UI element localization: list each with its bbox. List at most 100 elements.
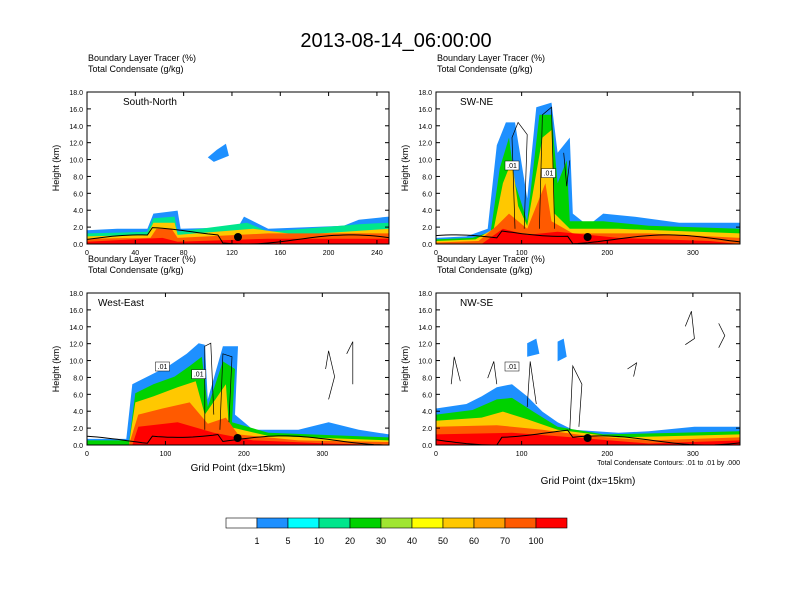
condensate-contour [487,361,498,385]
colorbar-label: 100 [528,536,543,546]
contour-label-box [155,361,170,372]
colorbar-swatch [225,517,258,529]
y-tick-label: 2.0 [422,426,432,433]
contour-note: Total Condensate Contours: .01 to .01 by… [597,460,740,467]
panel-nw-se: Boundary Layer Tracer (%)Total Condensat… [400,254,741,487]
x-tick-label: 100 [160,451,172,458]
y-tick-label: 8.0 [422,174,432,181]
condensate-contour [627,362,638,377]
y-tick-label: 0.0 [422,443,432,450]
condensate-contour [718,323,726,348]
y-tick-label: 8.0 [73,375,83,382]
x-tick-label: 80 [180,250,188,257]
panel-header-line: Total Condensate (g/kg) [437,64,533,74]
condensate-contour [539,106,555,229]
contour-label: .01 [507,163,517,170]
y-tick-label: 2.0 [73,225,83,232]
condensate-contour [346,341,354,385]
y-tick-label: 2.0 [422,225,432,232]
contour-label-box [504,160,520,171]
tracer-region [132,422,389,445]
y-tick-label: 4.0 [422,208,432,215]
y-tick-label: 14.0 [69,124,83,131]
tracer-field: .01 .01 [87,341,389,445]
condensate-contour [526,361,537,408]
panel-header-line: Boundary Layer Tracer (%) [88,53,196,63]
contour-label-box [191,369,206,379]
x-tick-label: 0 [85,451,89,458]
y-tick-label: 10.0 [418,359,432,366]
tracer-region [481,228,740,244]
figure-title: 2013-08-14_06:00:00 [300,30,492,52]
x-tick-label: 100 [516,451,528,458]
colorbar-label: 50 [438,536,448,546]
tracer-region [527,338,540,357]
y-tick-label: 10.0 [69,359,83,366]
terrain-line [436,230,740,244]
x-tick-label: 300 [687,250,699,257]
tracer-field: .01 [436,311,740,445]
tracer-region [557,338,567,362]
plot-frame [86,292,390,446]
colorbar-swatch [504,517,537,529]
y-tick-label: 12.0 [418,141,432,148]
y-tick-label: 8.0 [422,375,432,382]
y-tick-label: 12.0 [69,141,83,148]
x-tick-label: 0 [85,250,89,257]
x-tick-label: 240 [371,250,383,257]
y-tick-label: 18.0 [69,291,83,298]
contour-label-box [504,361,520,372]
x-tick-label: 300 [316,451,328,458]
colorbar-swatch [473,517,506,529]
panel-name: SW-NE [460,97,493,108]
condensate-contour [563,152,571,187]
x-tick-label: 200 [601,250,613,257]
panel-header-line: Total Condensate (g/kg) [88,64,184,74]
y-axis-label: Height (km) [51,346,61,393]
x-tick-label: 300 [687,451,699,458]
condensate-contour [450,356,461,385]
x-tick-label: 160 [274,250,286,257]
panel-name: West-East [98,298,144,309]
colorbar-label: 40 [407,536,417,546]
tracer-field [87,143,389,244]
y-axis-label: Height (km) [400,346,410,393]
panel-name: South-North [123,97,177,108]
y-tick-label: 0.0 [73,242,83,249]
x-tick-label: 0 [434,250,438,257]
y-tick-label: 12.0 [69,342,83,349]
contour-label: .01 [507,364,517,371]
colorbar-swatch [318,517,351,529]
x-tick-label: 200 [238,451,250,458]
location-marker [233,434,242,442]
colorbar-swatch [442,517,475,529]
colorbar-label: 30 [376,536,386,546]
location-marker [583,434,592,442]
contour-label: .01 [158,364,168,371]
colorbar-swatch [256,517,289,529]
colorbar-label: 10 [314,536,324,546]
condensate-contour [684,311,695,345]
colorbar-label: 5 [285,536,290,546]
location-marker [234,233,242,241]
panel-header-line: Boundary Layer Tracer (%) [88,254,196,264]
x-tick-label: 100 [516,250,528,257]
y-tick-label: 14.0 [418,325,432,332]
x-tick-label: 200 [323,250,335,257]
panel-header-line: Total Condensate (g/kg) [437,265,533,275]
y-tick-label: 18.0 [418,90,432,97]
y-tick-label: 6.0 [422,191,432,198]
colorbar-label: 20 [345,536,355,546]
y-tick-label: 6.0 [422,392,432,399]
colorbar-swatch [287,517,320,529]
y-tick-label: 2.0 [73,426,83,433]
y-tick-label: 18.0 [418,291,432,298]
x-axis-label: Grid Point (dx=15km) [191,463,286,474]
panel-west-east: Boundary Layer Tracer (%)Total Condensat… [51,254,390,474]
tracer-region [436,130,740,244]
y-tick-label: 10.0 [418,158,432,165]
plot-frame [86,91,390,245]
y-tick-label: 18.0 [69,90,83,97]
x-tick-label: 40 [131,250,139,257]
